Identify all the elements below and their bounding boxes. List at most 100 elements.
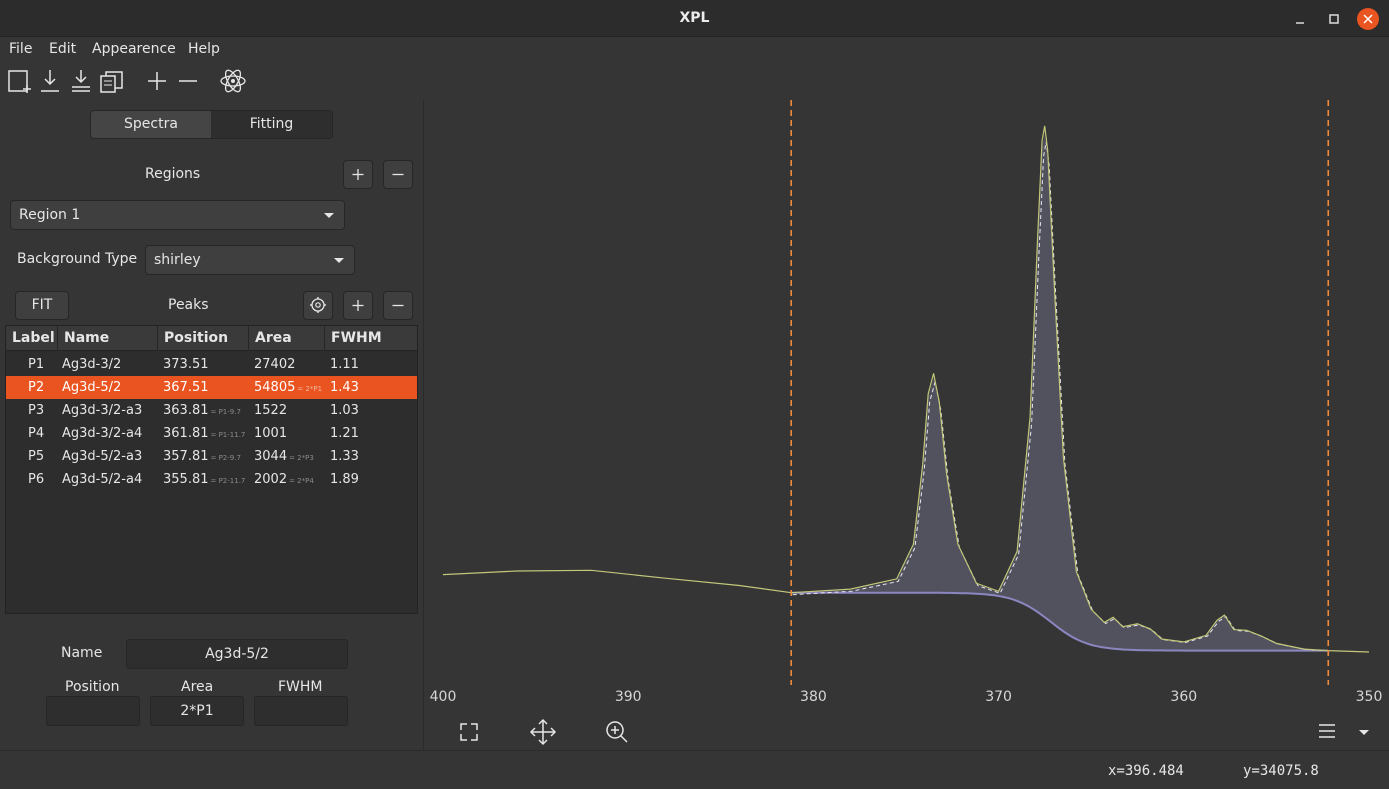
- menu-appearence[interactable]: Appearence: [92, 41, 176, 57]
- column-header-position[interactable]: Position: [158, 326, 249, 351]
- remove-region-button[interactable]: [383, 160, 413, 189]
- spectrum-series-line: [442, 125, 1370, 653]
- background-type-label: Background Type: [17, 251, 138, 267]
- add-region-button[interactable]: [343, 160, 373, 189]
- remove-peak-button[interactable]: [383, 291, 413, 320]
- maximize-icon: [1329, 14, 1339, 24]
- peaks-label: Peaks: [168, 297, 209, 313]
- menu-edit[interactable]: Edit: [49, 41, 77, 57]
- plot-area[interactable]: 400 390 380 370 360 350: [425, 100, 1389, 750]
- peak-name-field[interactable]: Ag3d-5/2: [126, 639, 348, 669]
- position-label: Position: [65, 679, 120, 695]
- table-row[interactable]: P1 Ag3d-3/2 373.51 27402 1.11: [6, 353, 417, 376]
- cell-area: 1001: [254, 426, 288, 441]
- peak-settings-button[interactable]: [303, 291, 333, 320]
- cursor-x-readout: x=396.484: [1108, 763, 1184, 779]
- cell-position: 363.81: [163, 403, 209, 418]
- fwhm-field[interactable]: [254, 696, 348, 726]
- cell-area: 1522: [254, 403, 288, 418]
- status-bar: x=396.484 y=34075.8: [0, 750, 1389, 789]
- left-panel: Spectra Fitting Regions Region 1 Backgro…: [0, 100, 424, 750]
- column-header-label[interactable]: Label: [6, 326, 58, 351]
- atom-icon[interactable]: [219, 67, 247, 95]
- cell-fwhm: 1.43: [330, 380, 359, 395]
- minimize-button[interactable]: [1289, 8, 1311, 30]
- fit-view-icon[interactable]: [460, 723, 478, 741]
- region-select-value: Region 1: [19, 207, 81, 223]
- peaks-table: Label Name Position Area FWHM P1 Ag3d-3/…: [5, 325, 418, 614]
- x-tick-label: 350: [1356, 689, 1383, 705]
- column-header-area[interactable]: Area: [249, 326, 325, 351]
- column-header-fwhm[interactable]: FWHM: [331, 330, 382, 346]
- cell-fwhm: 1.11: [330, 357, 359, 372]
- zoom-in-icon[interactable]: [606, 721, 628, 743]
- table-row-selected[interactable]: P2 Ag3d-5/2 367.51 54805 = 2*P1 1.43: [6, 376, 417, 399]
- table-header: Label Name Position Area FWHM: [6, 326, 417, 351]
- cell-area: 54805: [254, 380, 296, 395]
- fwhm-label: FWHM: [278, 679, 323, 695]
- cell-name: Ag3d-3/2-a3: [62, 403, 143, 418]
- cell-fwhm: 1.89: [330, 472, 359, 487]
- cell-position-expr: = P2-11.7: [210, 477, 246, 485]
- chevron-down-icon[interactable]: [1359, 730, 1369, 735]
- add-peak-button[interactable]: [343, 291, 373, 320]
- cell-area: 3044: [254, 449, 288, 464]
- background-type-select[interactable]: shirley: [145, 245, 355, 275]
- minus-icon: [392, 173, 404, 176]
- plus-icon[interactable]: [143, 67, 171, 95]
- cell-name: Ag3d-5/2-a4: [62, 472, 143, 487]
- cell-position: 355.81: [163, 472, 209, 487]
- cell-label: P2: [28, 380, 45, 395]
- import-multiple-icon[interactable]: [67, 67, 95, 95]
- cell-label: P6: [28, 472, 45, 487]
- cell-name: Ag3d-5/2-a3: [62, 449, 143, 464]
- cell-area-expr: = 2*P4: [289, 477, 314, 485]
- close-icon: [1363, 14, 1373, 24]
- title-bar: XPL: [0, 0, 1389, 37]
- cell-area-expr: = 2*P3: [289, 454, 314, 462]
- table-row[interactable]: P3 Ag3d-3/2-a3 363.81 = P1-9.7 1522 1.03: [6, 399, 417, 422]
- cell-area-expr: = 2*P1: [297, 385, 323, 393]
- spectrum-chart[interactable]: 400 390 380 370 360 350: [425, 100, 1389, 750]
- fit-button[interactable]: FIT: [15, 291, 69, 320]
- menu-bar: File Edit Appearence Help: [0, 37, 1389, 62]
- tab-fitting[interactable]: Fitting: [211, 111, 332, 138]
- chevron-down-icon: [324, 213, 334, 218]
- menu-file[interactable]: File: [9, 41, 33, 57]
- table-row[interactable]: P4 Ag3d-3/2-a4 361.81 = P1-11.7 1001 1.21: [6, 422, 417, 445]
- menu-icon[interactable]: [1319, 724, 1335, 738]
- new-document-icon[interactable]: [6, 67, 34, 95]
- cell-position: 357.81: [163, 449, 209, 464]
- cell-position-expr: = P1-11.7: [210, 431, 246, 439]
- pan-icon[interactable]: [529, 718, 557, 746]
- area-label: Area: [181, 679, 214, 695]
- window-title: XPL: [679, 10, 710, 26]
- maximize-button[interactable]: [1323, 8, 1345, 30]
- close-button[interactable]: [1357, 8, 1379, 30]
- gear-icon: [310, 297, 326, 313]
- fit-envelope-fill: [791, 133, 1329, 651]
- import-icon[interactable]: [36, 67, 64, 95]
- region-select[interactable]: Region 1: [10, 200, 345, 230]
- minimize-icon: [1296, 22, 1304, 24]
- cell-label: P3: [28, 403, 45, 418]
- table-row[interactable]: P6 Ag3d-5/2-a4 355.81 = P2-11.7 2002 = 2*P…: [6, 468, 417, 491]
- area-field[interactable]: 2*P1: [150, 696, 244, 726]
- copy-icon[interactable]: [98, 67, 126, 95]
- toolbar: [0, 62, 1389, 100]
- cell-label: P1: [28, 357, 45, 372]
- table-row[interactable]: P5 Ag3d-5/2-a3 357.81 = P2-9.7 3044 = 2*P3…: [6, 445, 417, 468]
- x-tick-label: 360: [1170, 689, 1197, 705]
- background-type-value: shirley: [154, 252, 201, 268]
- plus-icon: [352, 169, 364, 180]
- menu-help[interactable]: Help: [188, 41, 220, 57]
- column-header-name[interactable]: Name: [58, 326, 158, 351]
- cell-area: 2002: [254, 472, 288, 487]
- tab-spectra[interactable]: Spectra: [91, 111, 211, 138]
- cell-position: 361.81: [163, 426, 209, 441]
- minus-icon[interactable]: [174, 67, 202, 95]
- cell-name: Ag3d-5/2: [62, 380, 122, 395]
- x-tick-label: 370: [985, 689, 1012, 705]
- view-switch: Spectra Fitting: [90, 110, 333, 139]
- position-field[interactable]: [46, 696, 140, 726]
